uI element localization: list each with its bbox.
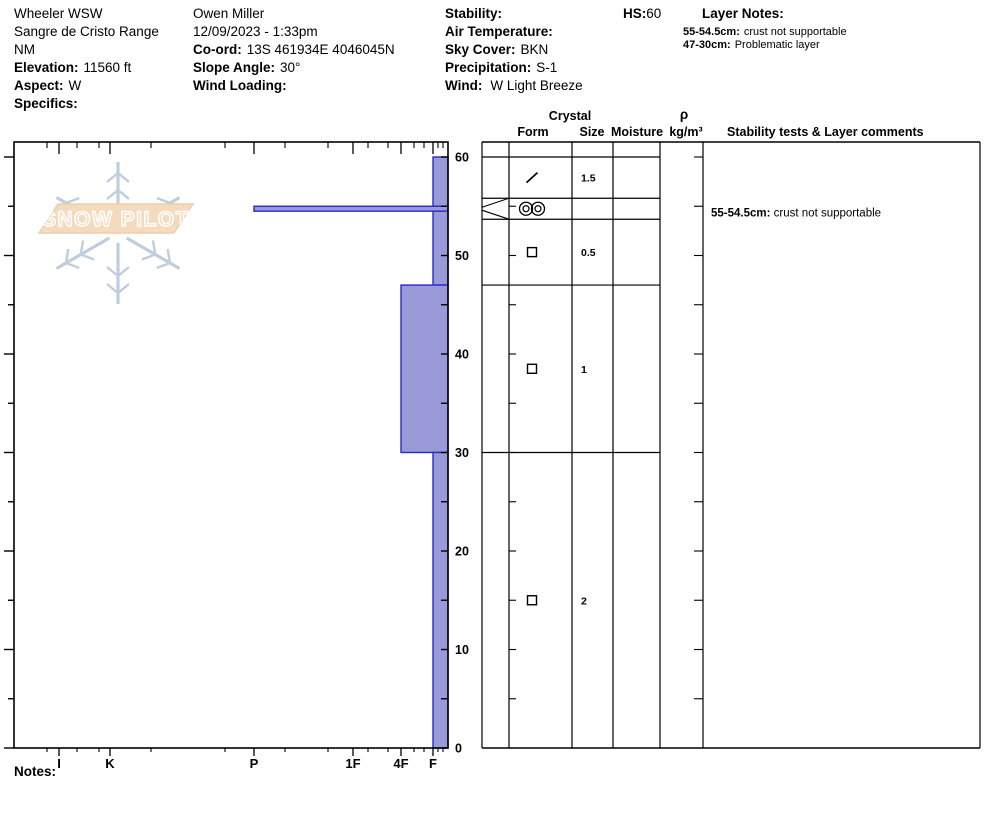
depth-axis-label: 0 [455, 742, 462, 756]
observation-datetime: 12/09/2023 - 1:33pm [193, 24, 318, 39]
logo-text: SNOW PILOT [42, 208, 190, 231]
profile-bar [400, 284, 449, 454]
grain-form-symbols-and-comments: 1.5 55-54.5cm: crust not supportable 0.5 1 2 [518, 171, 881, 607]
observer-name: Owen Miller [193, 6, 265, 21]
sky-cover-row: Sky Cover: BKN [445, 42, 549, 57]
elevation-value: 11560 ft [83, 60, 132, 75]
size-header: Size [579, 125, 604, 139]
plot-frame [13, 141, 449, 749]
depth-axis-label: 50 [455, 249, 469, 263]
coordinates-row: Co-ord: 13S 461934E 4046045N [193, 42, 395, 57]
grain-size-value: 1 [581, 364, 587, 376]
grain-size-value: 2 [581, 595, 587, 607]
weather-block: Stability: Air Temperature: Sky Cover: BK… [445, 5, 583, 95]
state: NM [14, 42, 35, 57]
hardness-axis-label: K [105, 756, 115, 771]
slope-angle-value: 30° [280, 60, 301, 75]
observer-block: Owen Miller 12/09/2023 - 1:33pm Co-ord: 1… [193, 5, 395, 95]
grain-form-square-icon [526, 595, 538, 606]
grain-form-double-circle-icon [530, 201, 546, 216]
layer-notes-list: 55-54.5cm: crust not supportable 47-30cm: P… [683, 26, 847, 52]
hardness-axis-label: F [429, 756, 437, 771]
hardness-axis-label: I [57, 756, 61, 771]
profile-bar [253, 205, 449, 212]
location-block: Wheeler WSW Sangre de Cristo Range NM El… [14, 5, 159, 113]
logo-banner [37, 203, 195, 234]
profile-bar [432, 210, 449, 286]
hardness-profile-bars [253, 156, 449, 749]
depth-axis-label: 60 [455, 151, 469, 165]
sky-cover-value: BKN [520, 42, 549, 57]
snow-height-block: HS:60 [623, 5, 661, 23]
layer-table-grid [481, 141, 981, 749]
specifics-row: Specifics: [14, 96, 78, 111]
hs-value: 60 [646, 6, 662, 21]
depth-axis-label: 20 [455, 545, 469, 559]
layer-comment: 55-54.5cm: crust not supportable [711, 208, 881, 220]
grain-form-double-circle-icon [534, 205, 542, 213]
grain-form-double-circle-icon [518, 201, 534, 216]
thin-layer-callout [481, 197, 510, 208]
precipitation-row: Precipitation: S-1 [445, 60, 558, 75]
grain-size-value: 1.5 [581, 173, 596, 185]
grain-form-double-circle-icon [522, 205, 530, 213]
profile-bar [432, 156, 449, 207]
wind-value: W Light Breeze [490, 78, 583, 93]
wind-row: Wind: W Light Breeze [445, 78, 583, 93]
layer-note: 47-30cm: Problematic layer [683, 39, 820, 51]
precipitation-value: S-1 [536, 60, 558, 75]
depth-axis-label: 30 [455, 446, 469, 460]
density-units-header: kg/m³ [669, 125, 702, 139]
depth-axis-label: 10 [455, 643, 469, 657]
form-header: Form [517, 125, 548, 139]
depth-axis-label: 40 [455, 348, 469, 362]
thin-layer-callout [481, 209, 510, 220]
layer-note: 55-54.5cm: crust not supportable [683, 26, 847, 38]
density-symbol-header: ρ [680, 107, 688, 122]
snowpilot-logo: SNOW PILOT [37, 160, 195, 306]
air-temperature-row: Air Temperature: [445, 24, 553, 39]
wind-loading-row: Wind Loading: [193, 78, 287, 93]
hs-label: HS: [623, 6, 647, 21]
grain-form-square-icon [526, 363, 538, 374]
hardness-axis-label: P [250, 756, 259, 771]
layer-table-headers: Crystal Form Size Moisture ρ kg/m³ Stabi… [517, 107, 923, 139]
hardness-axis-label: 4F [393, 756, 408, 771]
aspect-value: W [68, 78, 82, 93]
coordinates-value: 13S 461934E 4046045N [246, 42, 395, 57]
slope-angle-row: Slope Angle: 30° [193, 60, 301, 75]
hardness-axis-label: 1F [345, 756, 360, 771]
elevation-row: Elevation: 11560 ft [14, 60, 132, 75]
grain-form-square-icon [526, 246, 538, 258]
aspect-row: Aspect: W [14, 78, 82, 93]
grain-size-value: 0.5 [581, 247, 596, 259]
crystal-header: Crystal [549, 109, 591, 123]
notes-label: Notes: [14, 764, 57, 779]
axes-ticks-and-labels: 60 50 40 30 20 10 0 I K P 1F 4F F [4, 142, 469, 771]
moisture-header: Moisture [611, 125, 663, 139]
grain-form-slash-icon [525, 171, 539, 184]
stability-row: Stability: [445, 6, 503, 21]
pit-name: Wheeler WSW [14, 6, 103, 21]
layer-notes-title: Layer Notes: [702, 6, 784, 21]
comments-header: Stability tests & Layer comments [727, 125, 924, 139]
plot-border [13, 141, 449, 749]
mountain-range: Sangre de Cristo Range [14, 24, 159, 39]
